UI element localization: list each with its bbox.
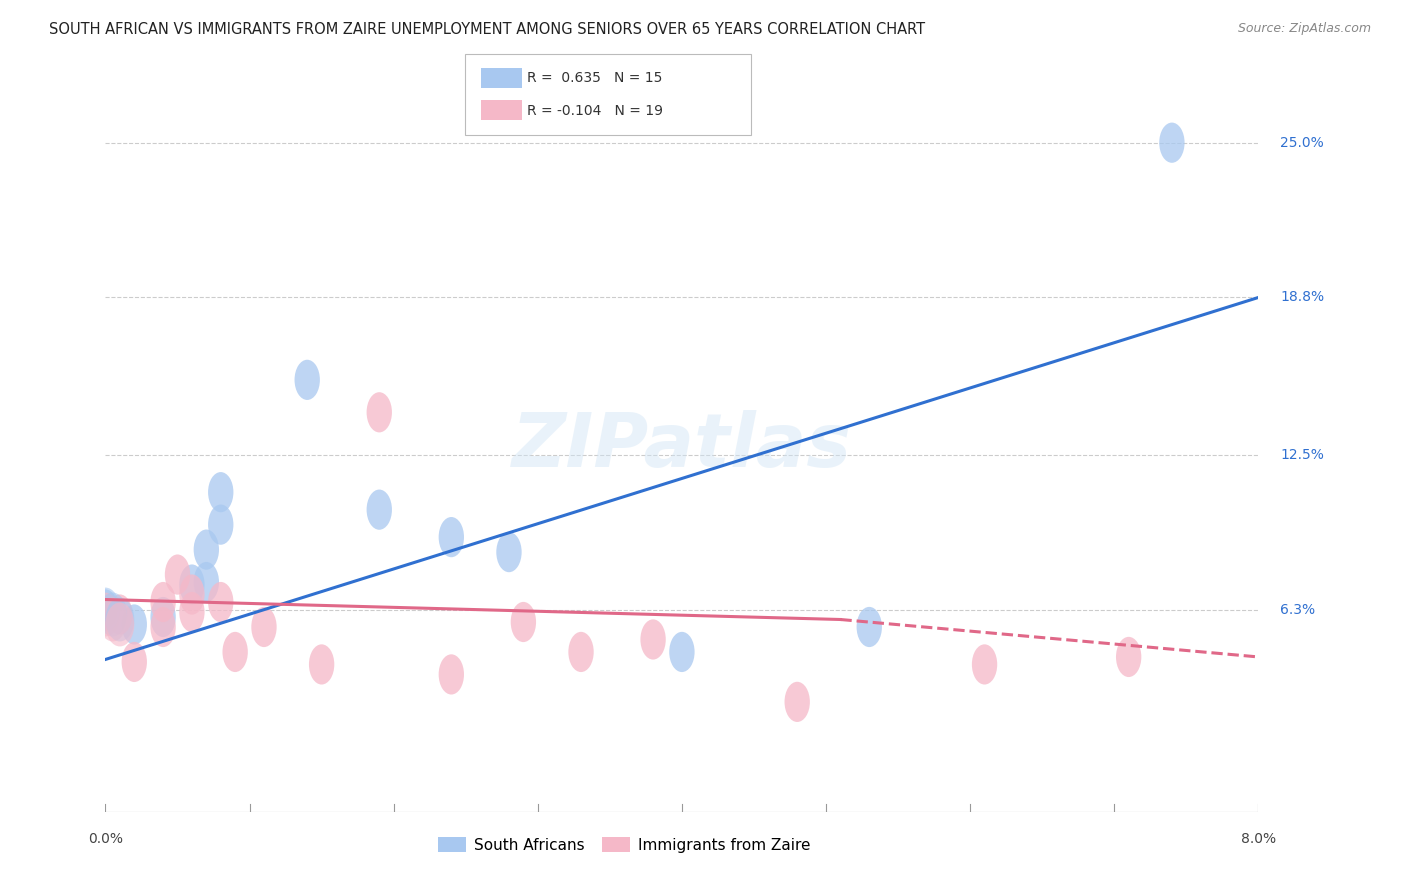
Ellipse shape [179, 592, 205, 632]
Ellipse shape [1159, 122, 1185, 163]
Ellipse shape [179, 574, 205, 615]
Ellipse shape [194, 562, 219, 602]
Text: 12.5%: 12.5% [1279, 448, 1324, 462]
Ellipse shape [105, 598, 135, 641]
Ellipse shape [367, 392, 392, 433]
Ellipse shape [510, 602, 536, 642]
Text: 6.3%: 6.3% [1279, 602, 1315, 616]
Ellipse shape [121, 642, 148, 682]
Text: 25.0%: 25.0% [1279, 136, 1323, 150]
Ellipse shape [568, 632, 593, 672]
Ellipse shape [252, 607, 277, 647]
Ellipse shape [107, 594, 132, 634]
Ellipse shape [150, 582, 176, 622]
Text: 0.0%: 0.0% [89, 831, 122, 846]
Text: ZIPatlas: ZIPatlas [512, 409, 852, 483]
Ellipse shape [121, 605, 148, 645]
Legend: South Africans, Immigrants from Zaire: South Africans, Immigrants from Zaire [432, 831, 817, 859]
Ellipse shape [496, 532, 522, 572]
Ellipse shape [1116, 637, 1142, 677]
Ellipse shape [98, 592, 127, 637]
Text: R =  0.635   N = 15: R = 0.635 N = 15 [527, 71, 662, 86]
Ellipse shape [208, 505, 233, 545]
Ellipse shape [785, 681, 810, 722]
Ellipse shape [194, 530, 219, 570]
Ellipse shape [856, 607, 882, 647]
Text: 8.0%: 8.0% [1241, 831, 1275, 846]
Ellipse shape [640, 619, 666, 659]
Ellipse shape [91, 592, 120, 637]
Ellipse shape [439, 517, 464, 558]
Text: R = -0.104   N = 19: R = -0.104 N = 19 [527, 103, 664, 118]
Ellipse shape [294, 359, 321, 400]
Ellipse shape [367, 490, 392, 530]
Ellipse shape [93, 590, 118, 630]
Text: 18.8%: 18.8% [1279, 291, 1324, 304]
Ellipse shape [179, 565, 205, 605]
Ellipse shape [150, 597, 176, 637]
Text: SOUTH AFRICAN VS IMMIGRANTS FROM ZAIRE UNEMPLOYMENT AMONG SENIORS OVER 65 YEARS : SOUTH AFRICAN VS IMMIGRANTS FROM ZAIRE U… [49, 22, 925, 37]
Ellipse shape [98, 598, 127, 641]
Ellipse shape [972, 644, 997, 684]
Ellipse shape [208, 472, 233, 512]
Ellipse shape [439, 655, 464, 695]
Text: Source: ZipAtlas.com: Source: ZipAtlas.com [1237, 22, 1371, 36]
Ellipse shape [669, 632, 695, 672]
Ellipse shape [105, 603, 135, 647]
Ellipse shape [309, 644, 335, 684]
Ellipse shape [165, 555, 190, 595]
Ellipse shape [150, 607, 176, 647]
Ellipse shape [91, 588, 120, 632]
Ellipse shape [208, 582, 233, 622]
Ellipse shape [222, 632, 247, 672]
